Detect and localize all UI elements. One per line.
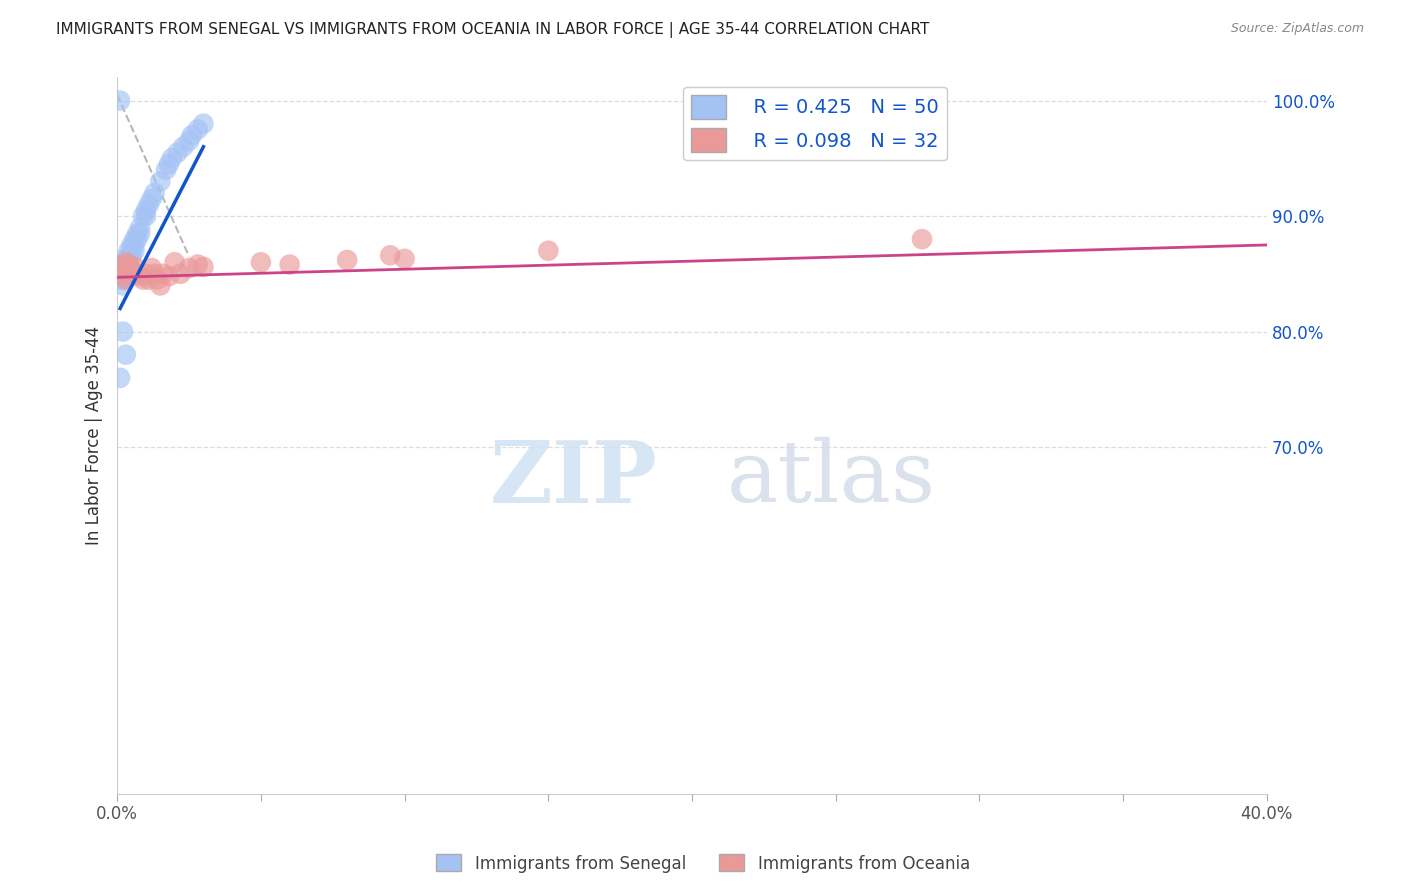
Point xyxy=(146,272,169,286)
Point xyxy=(121,250,143,264)
Point xyxy=(118,255,141,269)
Point xyxy=(111,272,134,286)
Point xyxy=(135,203,157,218)
Point xyxy=(135,209,157,223)
Point xyxy=(157,269,180,284)
Point xyxy=(118,250,141,264)
Point xyxy=(187,122,209,136)
Point xyxy=(278,258,301,272)
Legend:   R = 0.425   N = 50,   R = 0.098   N = 32: R = 0.425 N = 50, R = 0.098 N = 32 xyxy=(683,87,946,160)
Point xyxy=(129,269,152,284)
Point xyxy=(138,272,160,286)
Text: Source: ZipAtlas.com: Source: ZipAtlas.com xyxy=(1230,22,1364,36)
Point xyxy=(111,258,134,272)
Point xyxy=(193,117,215,131)
Point xyxy=(166,145,188,160)
Point xyxy=(177,261,200,276)
Text: atlas: atlas xyxy=(727,437,935,520)
Point xyxy=(114,272,136,286)
Point xyxy=(250,255,273,269)
Point xyxy=(155,162,177,177)
Point xyxy=(111,269,134,284)
Legend: Immigrants from Senegal, Immigrants from Oceania: Immigrants from Senegal, Immigrants from… xyxy=(430,847,976,880)
Point xyxy=(114,260,136,274)
Point xyxy=(143,186,166,200)
Point xyxy=(114,255,136,269)
Point xyxy=(127,227,149,241)
Point xyxy=(121,244,143,258)
Point xyxy=(138,197,160,211)
Point xyxy=(121,263,143,277)
Point xyxy=(132,272,155,286)
Point xyxy=(163,255,186,269)
Point xyxy=(124,260,146,274)
Point xyxy=(169,267,191,281)
Point xyxy=(193,260,215,274)
Point xyxy=(114,263,136,277)
Point xyxy=(537,244,560,258)
Point xyxy=(108,264,131,278)
Point xyxy=(108,264,131,278)
Point xyxy=(121,238,143,252)
Point xyxy=(135,267,157,281)
Point xyxy=(124,238,146,252)
Point xyxy=(114,348,136,362)
Point xyxy=(143,267,166,281)
Point xyxy=(108,258,131,272)
Point xyxy=(127,232,149,246)
Point xyxy=(111,325,134,339)
Point xyxy=(108,260,131,274)
Point xyxy=(124,232,146,246)
Point xyxy=(132,209,155,223)
Point xyxy=(177,134,200,148)
Point xyxy=(187,258,209,272)
Point xyxy=(124,244,146,258)
Point xyxy=(108,371,131,385)
Point xyxy=(111,252,134,267)
Point xyxy=(114,272,136,286)
Point xyxy=(111,278,134,293)
Point xyxy=(114,267,136,281)
Point xyxy=(129,227,152,241)
Y-axis label: In Labor Force | Age 35-44: In Labor Force | Age 35-44 xyxy=(86,326,103,545)
Point xyxy=(149,174,172,188)
Point xyxy=(172,140,194,154)
Point xyxy=(149,278,172,293)
Point xyxy=(108,269,131,284)
Point xyxy=(141,192,163,206)
Point xyxy=(114,255,136,269)
Point xyxy=(108,272,131,286)
Point xyxy=(157,157,180,171)
Point xyxy=(118,258,141,272)
Point xyxy=(111,261,134,276)
Text: IMMIGRANTS FROM SENEGAL VS IMMIGRANTS FROM OCEANIA IN LABOR FORCE | AGE 35-44 CO: IMMIGRANTS FROM SENEGAL VS IMMIGRANTS FR… xyxy=(56,22,929,38)
Point xyxy=(127,267,149,281)
Point xyxy=(108,261,131,276)
Point xyxy=(141,261,163,276)
Text: ZIP: ZIP xyxy=(489,436,658,521)
Point xyxy=(336,252,359,267)
Point xyxy=(181,128,204,143)
Point xyxy=(152,267,174,281)
Point xyxy=(380,248,402,262)
Point xyxy=(108,94,131,108)
Point xyxy=(911,232,934,246)
Point xyxy=(118,244,141,258)
Point xyxy=(129,220,152,235)
Point xyxy=(118,261,141,276)
Point xyxy=(111,261,134,276)
Point xyxy=(160,151,183,165)
Point xyxy=(394,252,416,266)
Point xyxy=(111,267,134,281)
